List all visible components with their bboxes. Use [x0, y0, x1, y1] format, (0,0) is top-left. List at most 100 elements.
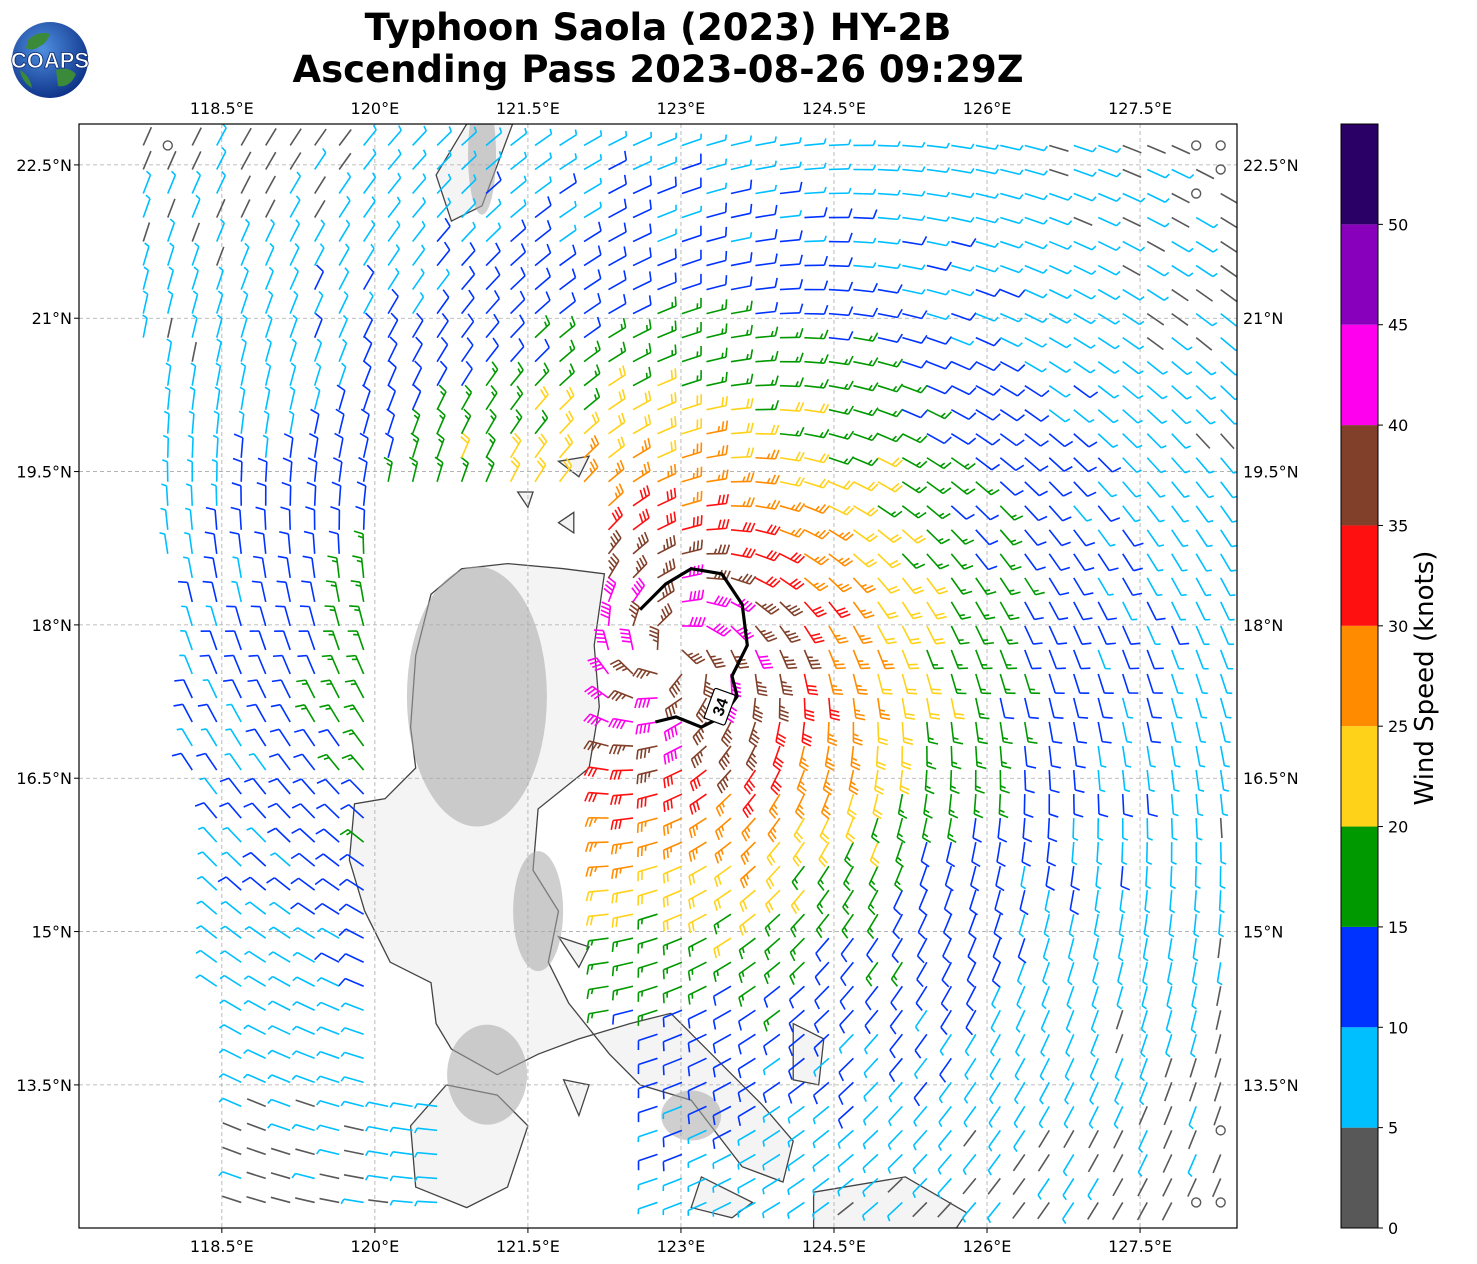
wind-barb [868, 865, 879, 892]
wind-barb [1141, 986, 1148, 1010]
wind-barb [294, 728, 316, 747]
wind-barb [662, 889, 683, 908]
colorbar-bin-4 [1341, 726, 1378, 827]
wind-barb [965, 1009, 977, 1036]
wind-barb [1194, 890, 1201, 914]
wind-barb [714, 865, 732, 888]
colorbar-bin-7 [1341, 425, 1378, 526]
wind-barb [1213, 1106, 1222, 1126]
wind-barb [219, 1024, 242, 1035]
wind-barb [688, 841, 707, 862]
wind-barb [268, 901, 291, 915]
wind-barb [940, 1009, 953, 1036]
land-masses [348, 124, 968, 1228]
wind-barb [787, 1177, 805, 1196]
wind-barb [222, 1146, 242, 1156]
wind-barb [874, 769, 885, 795]
wind-barb [1212, 1154, 1222, 1174]
wind-barb [316, 778, 340, 795]
wind-barb [914, 1009, 928, 1032]
wind-barb [762, 1081, 781, 1103]
wind-barb [340, 1198, 364, 1205]
wind-barb [886, 1201, 903, 1222]
wind-barb [1187, 1178, 1197, 1197]
wind-barb [315, 803, 340, 819]
wind-barb [637, 913, 658, 930]
wind-barb [937, 1129, 952, 1151]
land-samar [812, 1176, 968, 1228]
wind-barb [637, 985, 658, 1002]
wind-barb [787, 1081, 805, 1104]
wind-barb [292, 1001, 316, 1011]
wind-barb [913, 1057, 928, 1080]
wind-barb [270, 703, 291, 723]
wind-barb [585, 865, 609, 877]
wind-barb [368, 1199, 389, 1204]
wind-barb [1218, 890, 1225, 914]
wind-barb [338, 903, 365, 915]
wind-barb [712, 1057, 732, 1078]
colorbar-tick-label: 30 [1388, 617, 1408, 636]
wind-barb [1016, 985, 1026, 1010]
wind-barb [1112, 1154, 1124, 1173]
wind-barb [838, 1033, 854, 1054]
wind-barb [745, 745, 758, 772]
wind-barb [389, 1175, 413, 1182]
wind-barb [663, 769, 683, 789]
wind-barb [1219, 745, 1230, 768]
wind-barb [912, 1153, 928, 1175]
wind-barb [246, 1171, 266, 1180]
wind-barb [864, 1009, 879, 1035]
wind-barb [687, 1201, 707, 1216]
wind-barb [637, 1057, 658, 1075]
wind-barb [610, 841, 634, 855]
wind-barb [1213, 1082, 1222, 1102]
wind-barb [1161, 1202, 1173, 1221]
wind-barb [1019, 889, 1029, 916]
wind-barb [791, 865, 806, 891]
wind-barb [220, 900, 242, 915]
wind-barb [1068, 914, 1075, 938]
wind-barb [1193, 914, 1200, 938]
wind-barb [295, 1148, 315, 1156]
wind-barb [244, 926, 267, 939]
wind-barb [267, 1025, 291, 1036]
wind-barb [340, 803, 365, 819]
wind-barb [811, 1201, 830, 1220]
wind-barb [815, 913, 830, 939]
wind-barb [687, 1129, 707, 1145]
wind-barb [291, 1025, 315, 1036]
wind-barb [1163, 1106, 1173, 1126]
wind-barb [737, 1129, 756, 1146]
wind-barb [713, 889, 732, 911]
wind-barb [887, 1129, 903, 1151]
wind-barb [295, 1099, 315, 1108]
wind-barb [1062, 1153, 1075, 1177]
wind-barb [1071, 842, 1078, 866]
wind-barb [1116, 986, 1124, 1010]
colorbar-tick-label: 25 [1388, 717, 1408, 736]
wind-barb [888, 1081, 903, 1103]
wind-barb [200, 728, 218, 747]
wind-barb [964, 1057, 977, 1080]
wind-barb [339, 828, 365, 843]
wind-barb [690, 745, 707, 769]
wind-barb [1021, 842, 1031, 867]
wind-barb [1112, 1178, 1124, 1197]
wind-barb [689, 793, 707, 815]
wind-barb [1115, 1034, 1124, 1054]
wind-barb [291, 827, 316, 843]
wind-barb [315, 1148, 340, 1156]
wind-barb [872, 793, 883, 820]
wind-barb [712, 1201, 732, 1217]
wind-barb [583, 766, 609, 778]
wind-barb [894, 865, 904, 892]
wind-barb [1015, 1033, 1026, 1057]
wind-barb [1146, 794, 1158, 818]
wind-barb [1023, 745, 1037, 769]
wind-barb [636, 817, 658, 833]
wind-barb [794, 793, 806, 820]
wind-barb [196, 900, 218, 915]
wind-barb [949, 770, 960, 795]
wind-barb [583, 713, 609, 727]
